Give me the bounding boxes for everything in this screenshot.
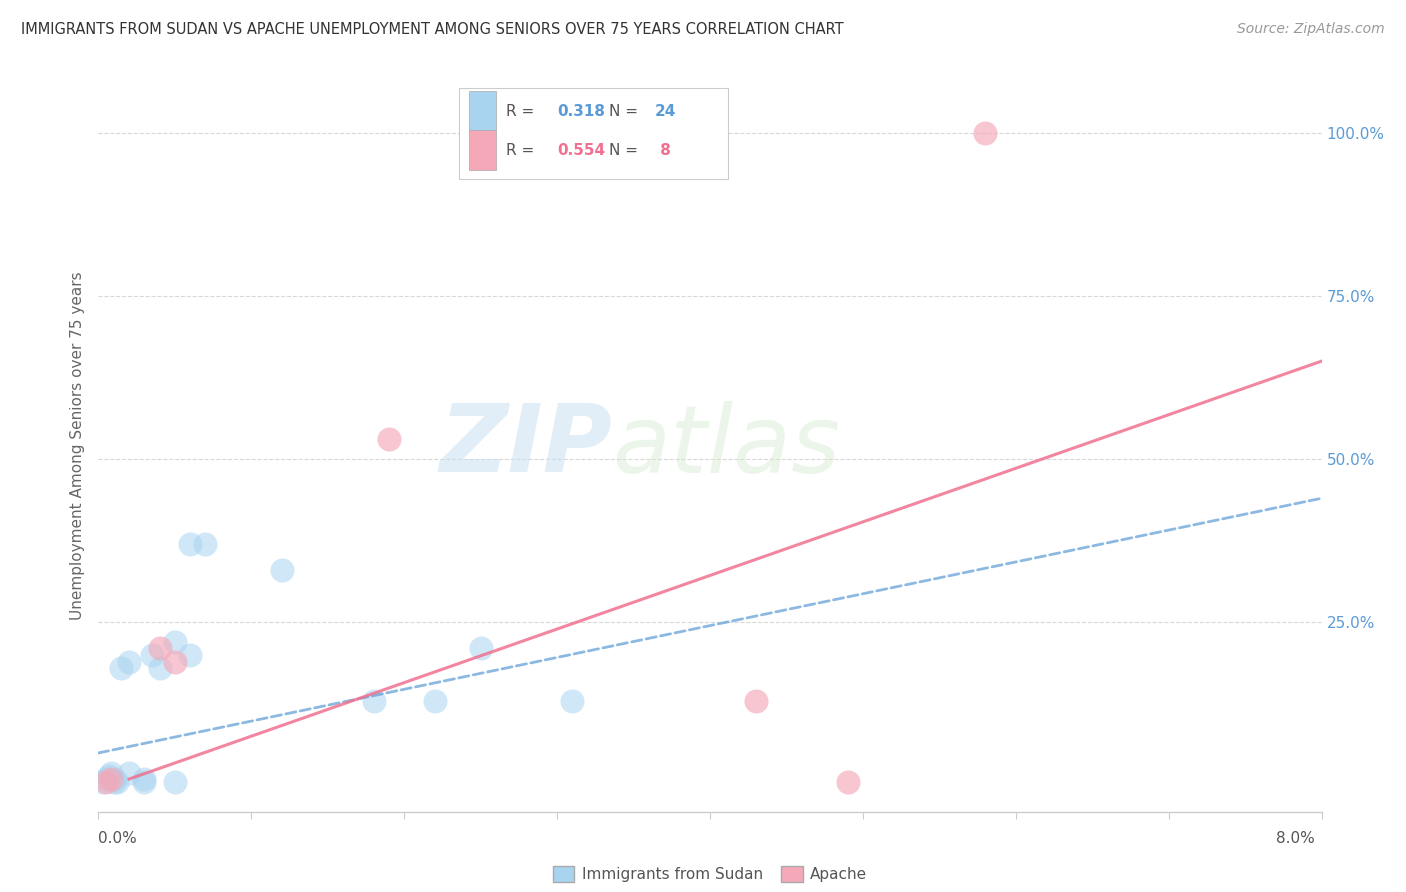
Point bbox=[270, 563, 294, 577]
Point bbox=[179, 537, 201, 551]
Text: 0.0%: 0.0% bbox=[98, 831, 138, 846]
Point bbox=[118, 655, 141, 669]
Text: Source: ZipAtlas.com: Source: ZipAtlas.com bbox=[1237, 22, 1385, 37]
Text: R =: R = bbox=[506, 104, 538, 120]
Point bbox=[423, 694, 446, 708]
Point bbox=[134, 775, 156, 789]
Text: ZIP: ZIP bbox=[439, 400, 612, 492]
Text: 8: 8 bbox=[655, 143, 671, 158]
Point bbox=[561, 694, 583, 708]
Point bbox=[118, 765, 141, 780]
Point bbox=[163, 655, 186, 669]
Point bbox=[100, 772, 122, 786]
FancyBboxPatch shape bbox=[460, 87, 728, 179]
Point bbox=[837, 775, 859, 789]
Point bbox=[98, 769, 121, 783]
Point bbox=[110, 661, 132, 675]
Point bbox=[100, 765, 122, 780]
Point bbox=[163, 775, 186, 789]
Point bbox=[149, 641, 172, 656]
Point bbox=[91, 775, 114, 789]
Point bbox=[194, 537, 217, 551]
Point bbox=[94, 772, 117, 786]
Point bbox=[974, 126, 997, 140]
Point bbox=[134, 772, 156, 786]
Point bbox=[105, 775, 128, 789]
Point bbox=[141, 648, 163, 662]
Text: 24: 24 bbox=[655, 104, 676, 120]
Y-axis label: Unemployment Among Seniors over 75 years: Unemployment Among Seniors over 75 years bbox=[70, 272, 86, 620]
Text: 0.554: 0.554 bbox=[557, 143, 605, 158]
Legend: Immigrants from Sudan, Apache: Immigrants from Sudan, Apache bbox=[547, 860, 873, 888]
Point bbox=[745, 694, 768, 708]
Text: 0.318: 0.318 bbox=[557, 104, 605, 120]
Point bbox=[378, 433, 401, 447]
Text: atlas: atlas bbox=[612, 401, 841, 491]
Point bbox=[179, 648, 201, 662]
Text: R =: R = bbox=[506, 143, 538, 158]
FancyBboxPatch shape bbox=[470, 130, 496, 170]
Text: 8.0%: 8.0% bbox=[1275, 831, 1315, 846]
Point bbox=[163, 635, 186, 649]
Text: N =: N = bbox=[609, 104, 643, 120]
FancyBboxPatch shape bbox=[470, 91, 496, 131]
Point bbox=[103, 772, 125, 786]
Point bbox=[363, 694, 385, 708]
Point bbox=[149, 661, 172, 675]
Text: IMMIGRANTS FROM SUDAN VS APACHE UNEMPLOYMENT AMONG SENIORS OVER 75 YEARS CORRELA: IMMIGRANTS FROM SUDAN VS APACHE UNEMPLOY… bbox=[21, 22, 844, 37]
Point bbox=[470, 641, 492, 656]
Point bbox=[94, 775, 117, 789]
Point bbox=[103, 775, 125, 789]
Text: N =: N = bbox=[609, 143, 643, 158]
